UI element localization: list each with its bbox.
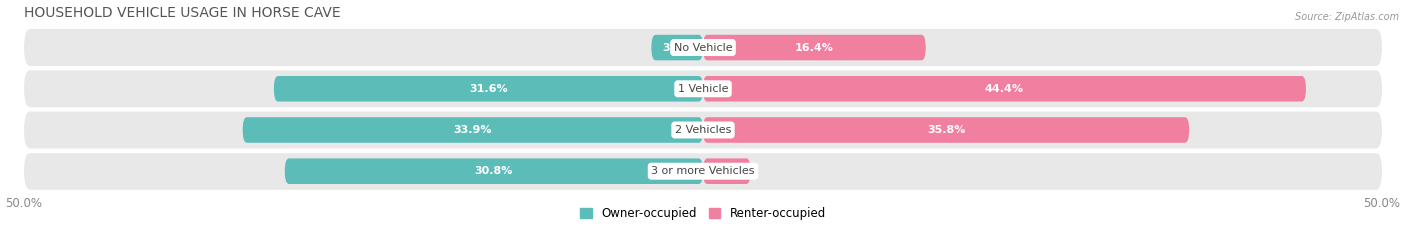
FancyBboxPatch shape — [24, 111, 1382, 149]
FancyBboxPatch shape — [24, 29, 1382, 66]
FancyBboxPatch shape — [274, 76, 703, 102]
Text: 2 Vehicles: 2 Vehicles — [675, 125, 731, 135]
FancyBboxPatch shape — [703, 35, 925, 60]
FancyBboxPatch shape — [24, 153, 1382, 190]
Legend: Owner-occupied, Renter-occupied: Owner-occupied, Renter-occupied — [575, 203, 831, 225]
FancyBboxPatch shape — [703, 76, 1306, 102]
Text: 3.8%: 3.8% — [662, 43, 693, 53]
Text: Source: ZipAtlas.com: Source: ZipAtlas.com — [1295, 12, 1399, 22]
Text: No Vehicle: No Vehicle — [673, 43, 733, 53]
Text: 33.9%: 33.9% — [454, 125, 492, 135]
Text: 3.5%: 3.5% — [711, 166, 742, 176]
FancyBboxPatch shape — [243, 117, 703, 143]
Text: HOUSEHOLD VEHICLE USAGE IN HORSE CAVE: HOUSEHOLD VEHICLE USAGE IN HORSE CAVE — [24, 6, 340, 20]
FancyBboxPatch shape — [703, 158, 751, 184]
FancyBboxPatch shape — [703, 117, 1189, 143]
Text: 1 Vehicle: 1 Vehicle — [678, 84, 728, 94]
Text: 31.6%: 31.6% — [470, 84, 508, 94]
Text: 35.8%: 35.8% — [927, 125, 966, 135]
Text: 30.8%: 30.8% — [475, 166, 513, 176]
Text: 16.4%: 16.4% — [794, 43, 834, 53]
FancyBboxPatch shape — [24, 70, 1382, 107]
Text: 3 or more Vehicles: 3 or more Vehicles — [651, 166, 755, 176]
FancyBboxPatch shape — [651, 35, 703, 60]
Text: 44.4%: 44.4% — [986, 84, 1024, 94]
FancyBboxPatch shape — [285, 158, 703, 184]
